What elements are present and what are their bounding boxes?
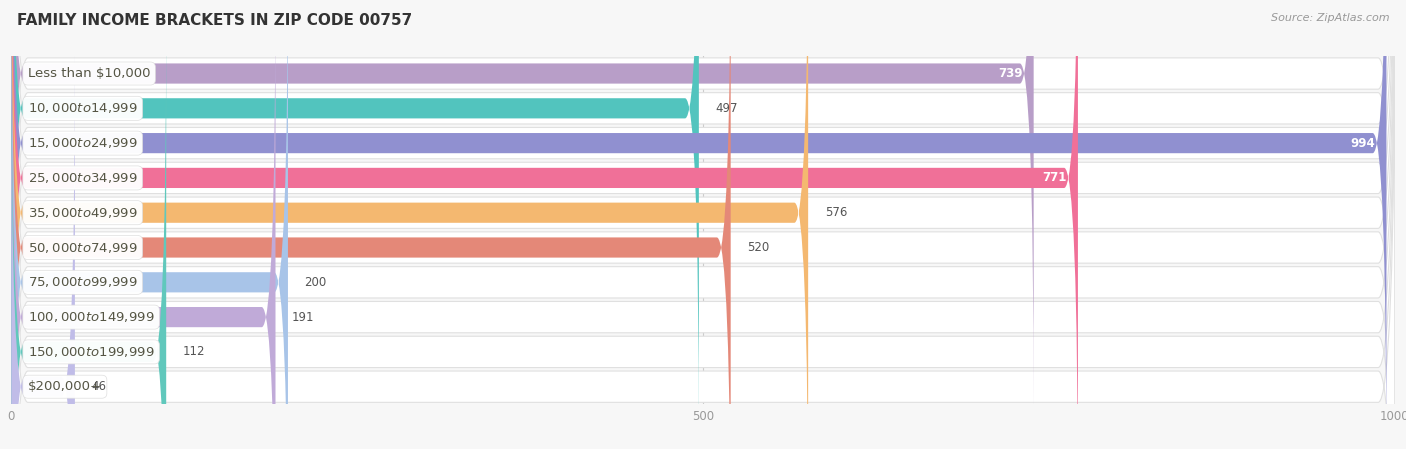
FancyBboxPatch shape [11,0,1395,449]
FancyBboxPatch shape [11,0,1395,449]
Text: $150,000 to $199,999: $150,000 to $199,999 [28,345,155,359]
Text: $25,000 to $34,999: $25,000 to $34,999 [28,171,138,185]
FancyBboxPatch shape [11,0,1395,449]
Text: FAMILY INCOME BRACKETS IN ZIP CODE 00757: FAMILY INCOME BRACKETS IN ZIP CODE 00757 [17,13,412,28]
FancyBboxPatch shape [11,0,1395,449]
Text: 46: 46 [91,380,107,393]
FancyBboxPatch shape [11,0,1078,449]
Text: 576: 576 [825,206,848,219]
Text: 739: 739 [998,67,1022,80]
FancyBboxPatch shape [11,0,731,449]
FancyBboxPatch shape [11,0,1033,411]
Text: $50,000 to $74,999: $50,000 to $74,999 [28,241,138,255]
FancyBboxPatch shape [11,0,1395,449]
Text: $10,000 to $14,999: $10,000 to $14,999 [28,101,138,115]
FancyBboxPatch shape [11,0,276,449]
Text: $75,000 to $99,999: $75,000 to $99,999 [28,275,138,289]
Text: $35,000 to $49,999: $35,000 to $49,999 [28,206,138,220]
FancyBboxPatch shape [11,0,1395,449]
Text: Less than $10,000: Less than $10,000 [28,67,150,80]
Text: 112: 112 [183,345,205,358]
Text: $15,000 to $24,999: $15,000 to $24,999 [28,136,138,150]
Text: $200,000+: $200,000+ [28,380,101,393]
Text: 191: 191 [292,311,315,324]
Text: 771: 771 [1042,172,1067,185]
FancyBboxPatch shape [11,0,808,449]
FancyBboxPatch shape [11,49,75,449]
Text: 497: 497 [716,102,738,115]
Text: $100,000 to $149,999: $100,000 to $149,999 [28,310,155,324]
FancyBboxPatch shape [11,0,699,446]
FancyBboxPatch shape [11,14,166,449]
Text: 994: 994 [1351,136,1375,150]
FancyBboxPatch shape [11,0,288,449]
Text: 200: 200 [305,276,326,289]
FancyBboxPatch shape [11,0,1395,449]
FancyBboxPatch shape [11,0,1395,449]
Text: 520: 520 [747,241,769,254]
FancyBboxPatch shape [11,0,1395,449]
FancyBboxPatch shape [11,0,1395,449]
FancyBboxPatch shape [11,0,1386,449]
Text: Source: ZipAtlas.com: Source: ZipAtlas.com [1271,13,1389,23]
